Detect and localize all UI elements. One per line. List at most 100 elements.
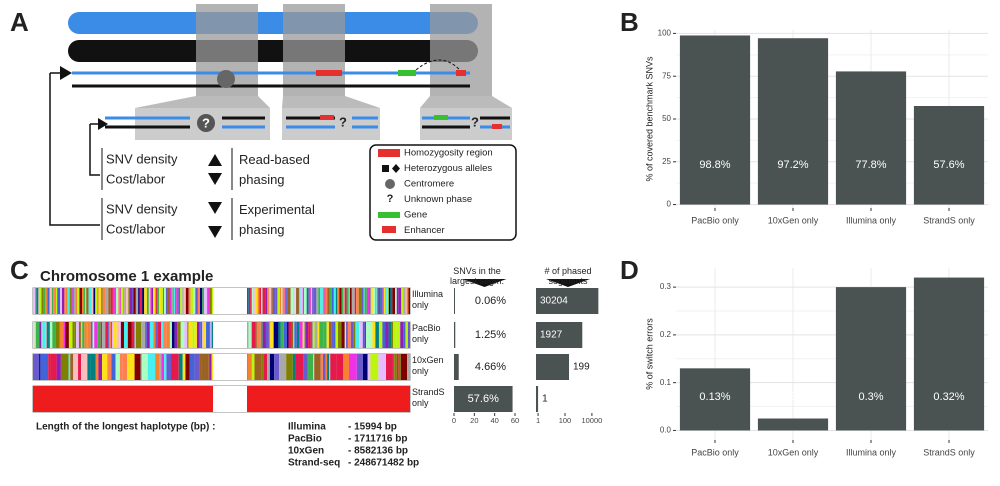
haplotype [255, 322, 257, 348]
row-label: StrandS only [412, 387, 445, 408]
haplotype [265, 288, 268, 314]
haplotype [94, 322, 98, 348]
bar [536, 288, 599, 314]
haplotype [348, 354, 357, 380]
haplotype [194, 322, 197, 348]
haplotype [116, 322, 119, 348]
haplotype [153, 288, 156, 314]
haplotype-track [32, 385, 411, 413]
haplotype [193, 288, 196, 314]
haplotype [48, 354, 51, 380]
haplotype [132, 288, 134, 314]
haplotype [208, 354, 210, 380]
haplotype [366, 288, 370, 314]
haplotype [188, 288, 191, 314]
haplotype [251, 288, 253, 314]
haplotype [178, 354, 183, 380]
haplotype [129, 288, 133, 314]
value-label: 1927 [540, 330, 563, 341]
haplotype [262, 288, 266, 314]
haplotype [192, 322, 195, 348]
haplotype [194, 354, 200, 380]
value-label: 57.6% [933, 159, 964, 171]
haplotype [196, 322, 200, 348]
haplotype [70, 354, 74, 380]
haplotype [33, 354, 40, 380]
haplotype [364, 288, 367, 314]
haplotype [39, 322, 42, 348]
centromere-gap [213, 386, 247, 412]
y-tick-label: 0.1 [660, 378, 672, 387]
haplotype [141, 322, 146, 348]
haplotype [303, 354, 308, 380]
haplotype [72, 322, 75, 348]
longest-value: - 15994 bp [348, 422, 397, 433]
haplotype [69, 288, 71, 314]
longest-name: 10xGen [288, 446, 324, 457]
haplotype [318, 288, 321, 314]
haplotype [375, 322, 379, 348]
y-tick-label: 100 [658, 29, 672, 38]
haplotype [282, 288, 285, 314]
haplotype [263, 354, 268, 380]
bar [757, 38, 829, 205]
x-tick-label: 1 [536, 416, 540, 425]
row-label: 10xGen only [412, 355, 444, 376]
haplotype [341, 322, 345, 348]
haplotype [105, 288, 109, 314]
haplotype [108, 322, 110, 348]
haplotype [262, 322, 266, 348]
haplotype [75, 288, 78, 314]
haplotype [197, 288, 201, 314]
haplotype [115, 354, 120, 380]
bar [913, 105, 985, 205]
haplotype [95, 288, 98, 314]
haplotype [100, 322, 103, 348]
haplotype [70, 288, 73, 314]
haplotype [139, 288, 141, 314]
haplotype [53, 288, 57, 314]
haplotype [199, 354, 202, 380]
haplotype [247, 354, 252, 380]
haplotype [380, 288, 383, 314]
haplotype [388, 322, 392, 348]
haplotype [162, 288, 164, 314]
haplotype [163, 322, 167, 348]
haplotype [265, 322, 269, 348]
haplotype [140, 288, 143, 314]
haplotype [329, 354, 331, 380]
haplotype [316, 288, 319, 314]
haplotype [73, 354, 79, 380]
haplotype [283, 322, 288, 348]
haplotype [171, 354, 179, 380]
haplotype [123, 288, 125, 314]
haplotype [246, 288, 249, 314]
longest-name: Illumina [288, 422, 326, 433]
haplotype [90, 354, 96, 380]
haplotype [331, 288, 334, 314]
haplotype [57, 288, 61, 314]
haplotype [339, 288, 342, 314]
haplotype [161, 354, 165, 380]
haplotype [119, 322, 121, 348]
haplotype [337, 322, 342, 348]
haplotype [279, 354, 287, 380]
haplotype [310, 322, 313, 348]
haplotype [254, 288, 258, 314]
haplotype [177, 322, 181, 348]
haplotype [39, 354, 41, 380]
haplotype [329, 288, 332, 314]
haplotype [375, 288, 377, 314]
bar [757, 418, 829, 431]
centromere-gap [213, 322, 247, 348]
haplotype [182, 354, 186, 380]
haplotype [112, 322, 114, 348]
haplotype [83, 288, 86, 314]
haplotype [80, 322, 83, 348]
x-tick-label: 10000 [581, 416, 602, 425]
haplotype [33, 288, 35, 314]
haplotype [101, 288, 103, 314]
haplotype [34, 288, 37, 314]
value-label: 0.13% [699, 391, 730, 403]
